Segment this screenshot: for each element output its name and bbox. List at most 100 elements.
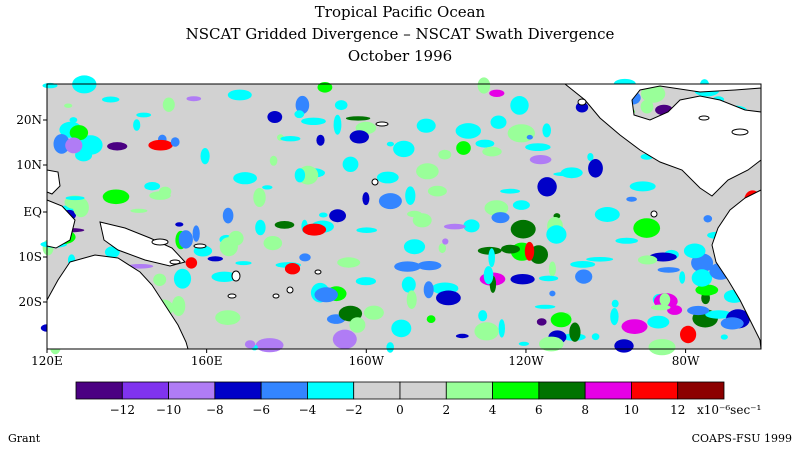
divergence-patch — [610, 308, 619, 326]
divergence-patch — [406, 290, 417, 310]
island — [227, 293, 237, 299]
divergence-patch — [640, 99, 654, 114]
divergence-patch — [405, 186, 416, 205]
colorbar-tick-label: 6 — [535, 403, 543, 417]
colorbar-swatch — [168, 381, 216, 400]
north-america-land — [563, 83, 762, 197]
lon-label: 120E — [31, 354, 63, 368]
divergence-patch — [500, 188, 520, 194]
divergence-patch — [363, 305, 384, 320]
divergence-patch — [542, 123, 551, 138]
divergence-patch — [575, 269, 593, 284]
divergence-patch — [667, 305, 683, 315]
divergence-patch — [233, 172, 257, 185]
divergence-patch — [626, 196, 637, 202]
colorbar-tick-label: 4 — [489, 403, 497, 417]
divergence-patch — [403, 239, 426, 255]
divergence-patch — [483, 266, 494, 285]
divergence-patch — [294, 168, 306, 183]
island — [272, 293, 280, 299]
divergence-patch — [149, 191, 171, 200]
divergence-patch — [144, 182, 161, 191]
colorbar-tick-label: −2 — [345, 403, 363, 417]
divergence-patch — [186, 96, 202, 102]
divergence-patch — [148, 139, 173, 151]
divergence-patch — [539, 275, 559, 282]
divergence-patch — [171, 296, 186, 316]
divergence-patch — [102, 189, 130, 205]
divergence-patch — [319, 212, 328, 218]
divergence-patch — [442, 238, 449, 245]
chart-title: Tropical Pacific Ocean — [314, 3, 486, 21]
divergence-patch — [317, 82, 333, 93]
divergence-patch — [69, 117, 78, 123]
divergence-patch — [720, 317, 744, 330]
lon-label: 160W — [349, 354, 385, 368]
divergence-patch — [640, 84, 666, 103]
divergence-patch — [162, 97, 175, 112]
chart-date: October 1996 — [347, 47, 453, 65]
divergence-patch — [337, 257, 361, 268]
colorbar-swatch — [538, 381, 586, 400]
divergence-patch — [478, 310, 488, 322]
divergence-patch — [316, 134, 325, 146]
divergence-patch — [302, 223, 327, 236]
divergence-patch — [416, 163, 439, 180]
divergence-patch — [586, 257, 614, 262]
divergence-patch — [474, 322, 499, 341]
divergence-patch — [683, 243, 706, 259]
lat-label: 10S — [19, 250, 43, 264]
divergence-patch — [294, 110, 305, 119]
divergence-patch — [587, 153, 594, 161]
lat-label: EQ — [23, 205, 42, 219]
divergence-patch — [332, 329, 357, 349]
divergence-patch — [475, 139, 495, 148]
divergence-patch — [436, 290, 461, 306]
divergence-patch — [477, 77, 491, 94]
divergence-patch — [104, 246, 120, 258]
divergence-patch — [349, 130, 369, 144]
divergence-patch — [498, 319, 505, 338]
divergence-patch — [455, 123, 481, 139]
divergence-patch — [650, 304, 671, 311]
colorbar-tick-label: 12 — [670, 403, 685, 417]
island — [169, 259, 181, 265]
divergence-patch — [484, 200, 509, 216]
island — [314, 269, 322, 275]
divergence-patch — [679, 271, 686, 284]
divergence-patch — [192, 225, 200, 242]
colorbar-swatch — [307, 381, 355, 400]
divergence-patch — [553, 172, 579, 177]
lat-label: 10N — [16, 158, 42, 172]
island — [151, 238, 169, 246]
divergence-patch — [75, 148, 93, 162]
divergence-patch — [235, 261, 252, 266]
divergence-patch — [455, 333, 469, 339]
divergence-patch — [393, 140, 415, 158]
divergence-patch — [489, 89, 505, 98]
divergence-patch — [334, 100, 348, 111]
divergence-patch — [611, 299, 619, 308]
divergence-patch — [73, 197, 89, 218]
island — [698, 115, 710, 121]
divergence-patch — [648, 339, 676, 356]
colorbar-swatch — [214, 381, 262, 400]
divergence-patch — [65, 196, 85, 201]
divergence-patch — [314, 287, 338, 303]
divergence-patch — [349, 317, 366, 333]
colorbar-swatch — [399, 381, 447, 400]
colorbar-swatch — [631, 381, 679, 400]
lat-label: 20N — [16, 113, 42, 127]
divergence-patch — [423, 281, 434, 299]
divergence-patch — [438, 243, 446, 254]
divergence-patch — [263, 236, 283, 251]
divergence-patch — [427, 185, 447, 197]
colorbar-swatch — [353, 381, 401, 400]
divergence-patch — [64, 103, 73, 108]
colorbar-tick-label: −4 — [299, 403, 317, 417]
divergence-patch — [342, 156, 359, 172]
divergence-patch — [529, 155, 552, 165]
divergence-patch — [615, 237, 638, 244]
divergence-patch — [501, 244, 520, 254]
